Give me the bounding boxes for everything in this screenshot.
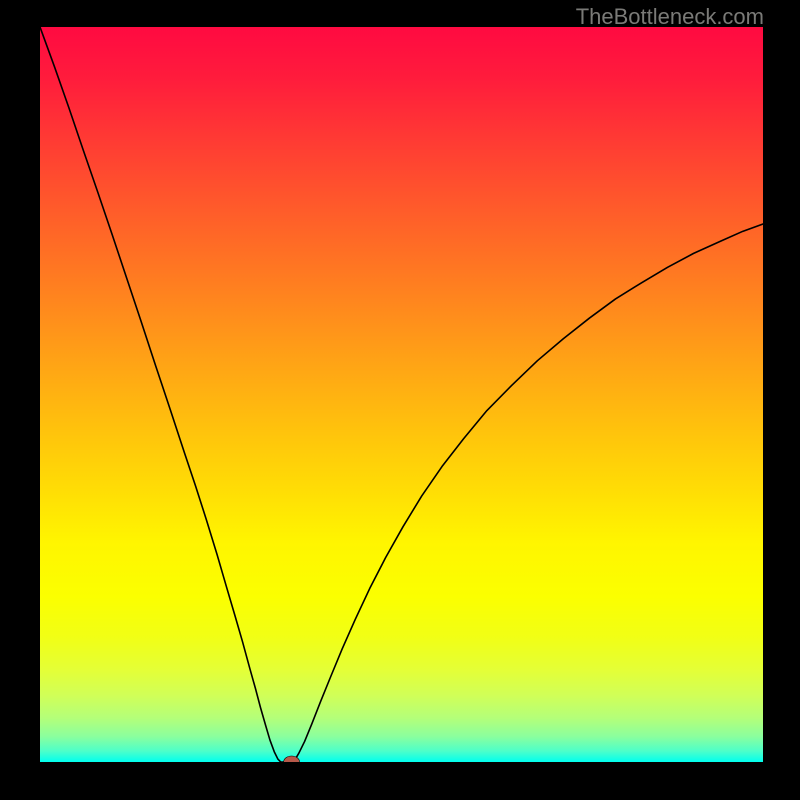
chart-svg bbox=[40, 27, 763, 762]
chart-plot-area bbox=[40, 27, 763, 762]
chart-background-gradient bbox=[40, 27, 763, 762]
watermark-text: TheBottleneck.com bbox=[576, 4, 764, 30]
stage: TheBottleneck.com bbox=[0, 0, 800, 800]
